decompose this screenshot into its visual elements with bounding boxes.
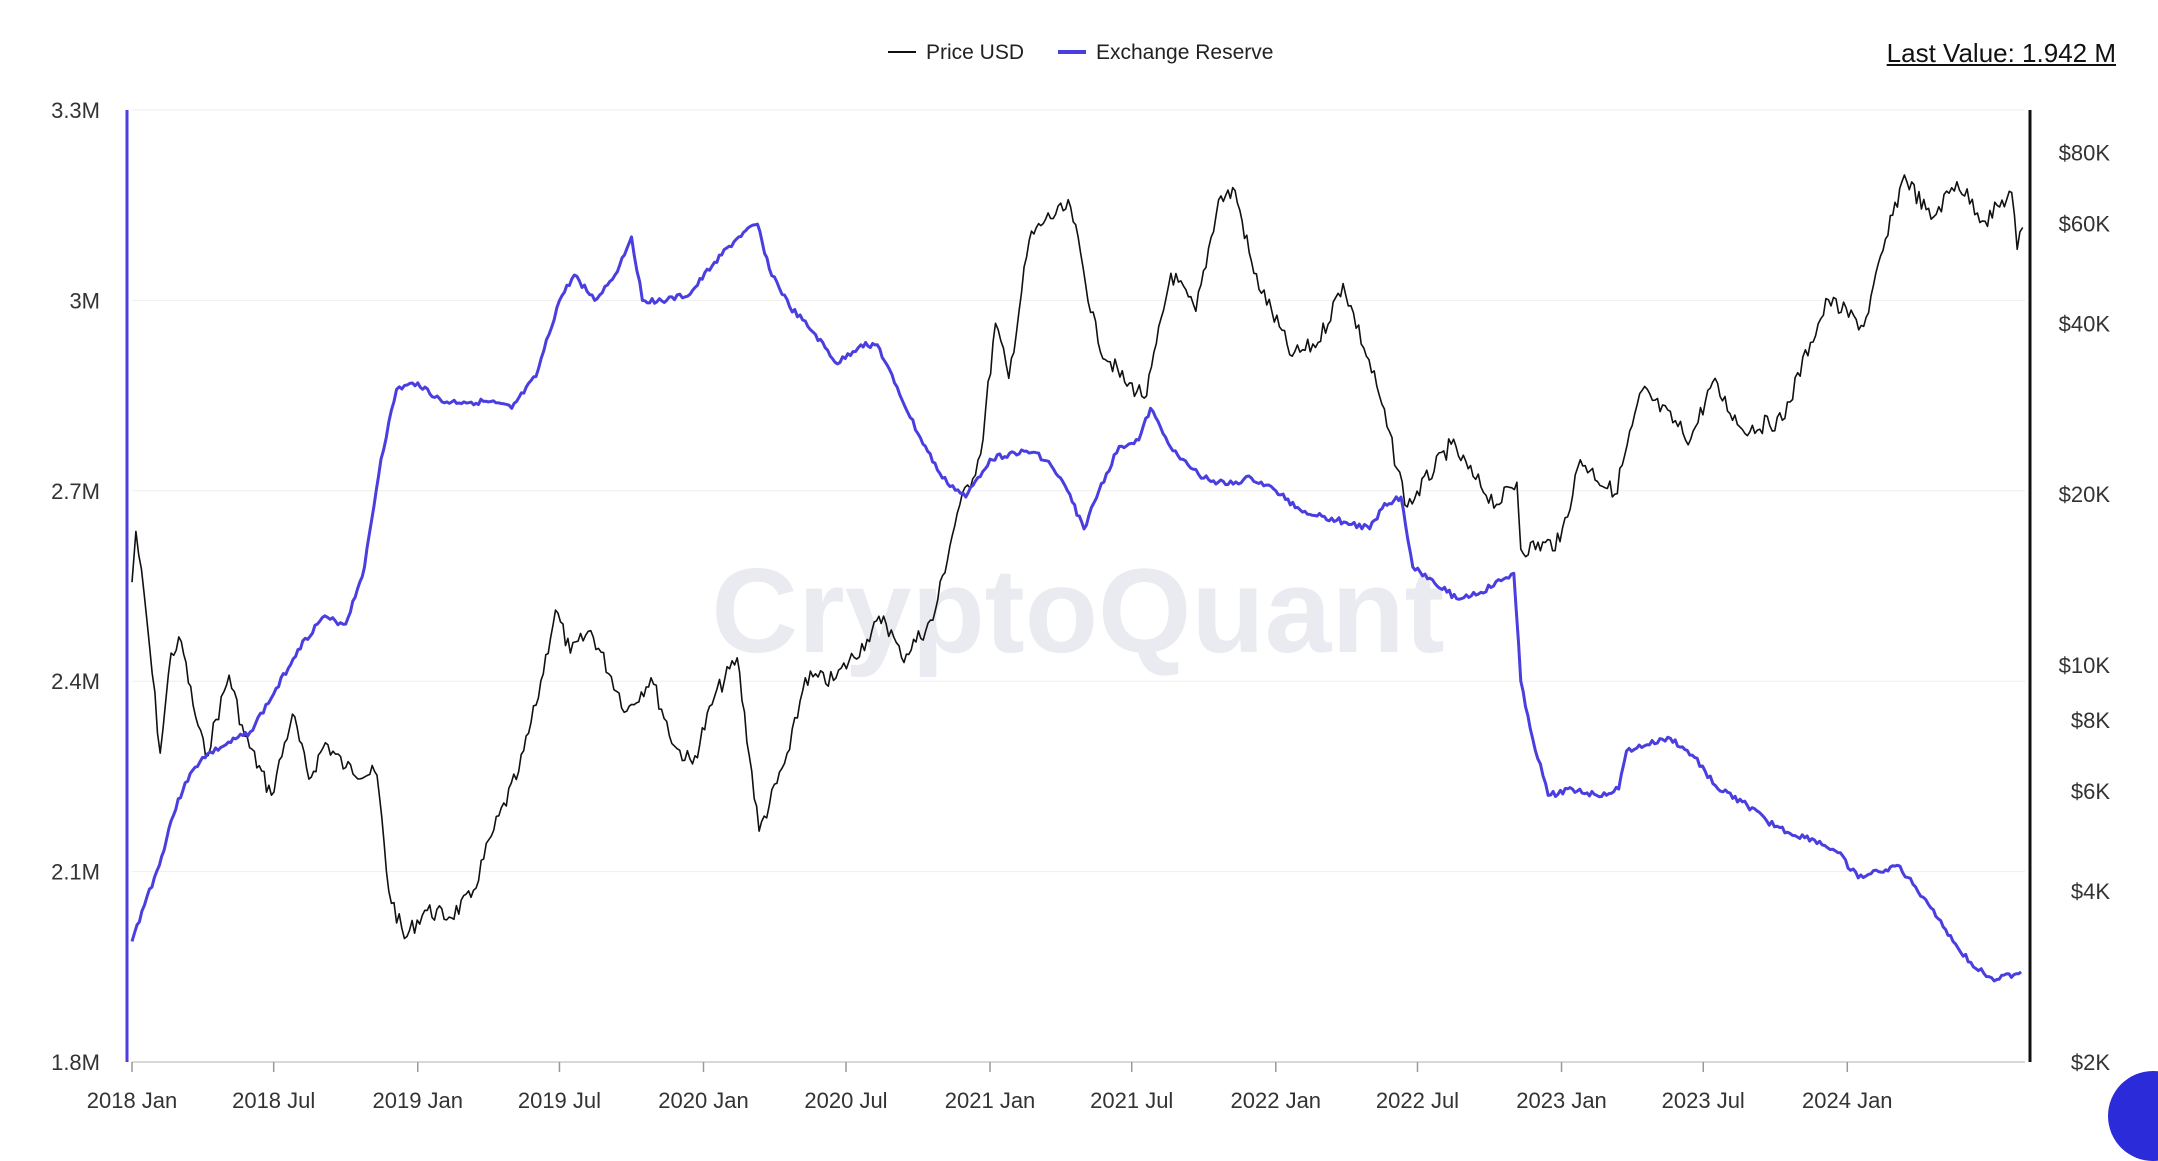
watermark: CryptoQuant [711, 544, 1444, 678]
legend-label-reserve: Exchange Reserve [1096, 41, 1273, 64]
left-tick-label: 2.1M [51, 860, 100, 885]
x-tick-label: 2021 Jul [1090, 1088, 1173, 1113]
left-tick-label: 3.3M [51, 98, 100, 123]
x-tick-label: 2022 Jul [1376, 1088, 1459, 1113]
x-tick-label: 2018 Jan [87, 1088, 178, 1113]
x-tick-label: 2022 Jan [1231, 1088, 1322, 1113]
left-tick-label: 3M [69, 288, 100, 313]
right-tick-label: $8K [2071, 708, 2110, 733]
series-layer [130, 174, 2024, 983]
right-tick-label: $2K [2071, 1050, 2110, 1075]
series-line-price [131, 174, 2024, 940]
chart: CryptoQuant 1.8M 2.1M 2.4M 2.7M 3M 3.3M $2K $4… [51, 41, 2111, 1113]
right-tick-label: $60K [2059, 211, 2111, 236]
legend: Price USD Exchange Reserve [888, 41, 1273, 64]
x-tick-label: 2018 Jul [232, 1088, 315, 1113]
x-axis: 2018 Jan 2018 Jul 2019 Jan 2019 Jul 2020 Jan… [87, 1061, 2025, 1113]
legend-item-price[interactable]: Price USD [888, 41, 1024, 64]
x-tick-label: 2023 Jan [1516, 1088, 1607, 1113]
last-value-readout[interactable]: Last Value: 1.942 M [1886, 38, 2116, 68]
x-tick-label: 2019 Jan [372, 1088, 463, 1113]
legend-label-price: Price USD [926, 41, 1024, 64]
x-tick-label: 2021 Jan [945, 1088, 1036, 1113]
x-tick-label: 2020 Jan [658, 1088, 749, 1113]
x-tick-label: 2019 Jul [518, 1088, 601, 1113]
legend-item-reserve[interactable]: Exchange Reserve [1058, 41, 1273, 64]
left-tick-label: 2.7M [51, 479, 100, 504]
series-line-reserve [130, 222, 2022, 983]
right-tick-label: $4K [2071, 879, 2110, 904]
right-tick-label: $20K [2059, 482, 2111, 507]
right-tick-label: $10K [2059, 653, 2111, 678]
right-axis: $2K $4K $6K $8K $10K $20K $40K $60K $80K [2028, 110, 2111, 1075]
x-tick-label: 2024 Jan [1802, 1088, 1893, 1113]
left-tick-label: 2.4M [51, 669, 100, 694]
left-tick-label: 1.8M [51, 1050, 100, 1075]
right-tick-label: $80K [2059, 140, 2111, 165]
left-axis: 1.8M 2.1M 2.4M 2.7M 3M 3.3M [51, 98, 129, 1075]
right-tick-label: $6K [2071, 779, 2110, 804]
x-tick-label: 2023 Jul [1662, 1088, 1745, 1113]
x-tick-label: 2020 Jul [804, 1088, 887, 1113]
right-tick-label: $40K [2059, 311, 2111, 336]
